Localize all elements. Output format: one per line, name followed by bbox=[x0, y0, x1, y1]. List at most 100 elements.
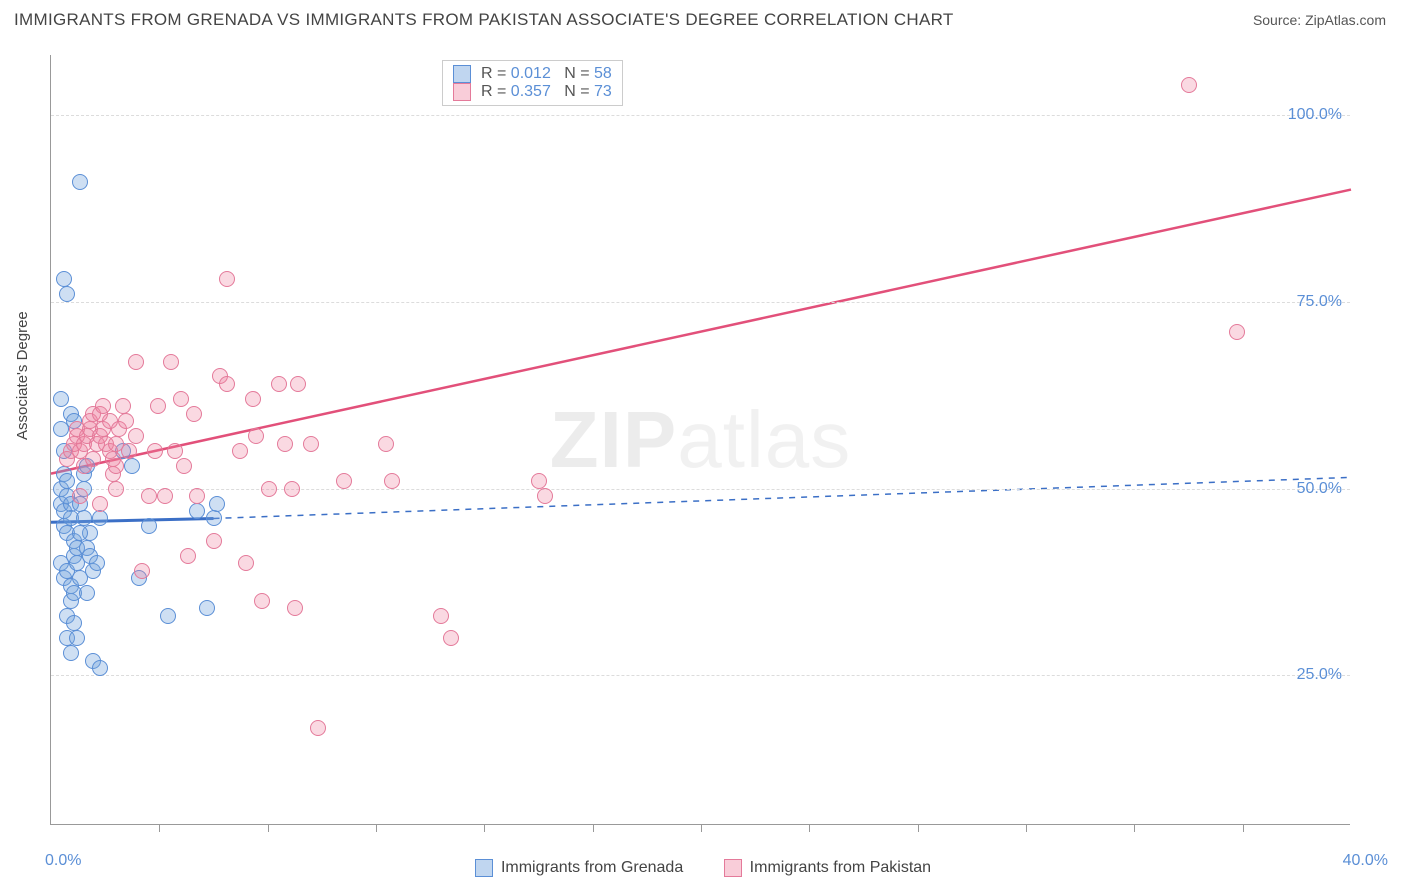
data-point bbox=[92, 510, 108, 526]
data-point bbox=[261, 481, 277, 497]
data-point bbox=[219, 376, 235, 392]
trend-line bbox=[51, 190, 1351, 474]
y-axis-title: Associate's Degree bbox=[14, 311, 31, 440]
data-point bbox=[89, 555, 105, 571]
data-point bbox=[157, 488, 173, 504]
data-point bbox=[76, 510, 92, 526]
data-point bbox=[147, 443, 163, 459]
y-tick-label: 25.0% bbox=[1297, 666, 1342, 684]
data-point bbox=[69, 630, 85, 646]
y-tick-label: 75.0% bbox=[1297, 293, 1342, 311]
series-legend: Immigrants from Grenada Immigrants from … bbox=[0, 859, 1406, 882]
data-point bbox=[63, 645, 79, 661]
data-point bbox=[72, 488, 88, 504]
data-point bbox=[160, 608, 176, 624]
data-point bbox=[271, 376, 287, 392]
x-tick bbox=[1026, 824, 1027, 832]
swatch-pink-icon bbox=[453, 83, 471, 101]
source-attribution: Source: ZipAtlas.com bbox=[1253, 12, 1386, 28]
data-point bbox=[433, 608, 449, 624]
legend-item-pakistan: Immigrants from Pakistan bbox=[724, 859, 931, 877]
data-point bbox=[443, 630, 459, 646]
data-point bbox=[163, 354, 179, 370]
data-point bbox=[66, 615, 82, 631]
gridline bbox=[51, 675, 1350, 676]
data-point bbox=[1229, 324, 1245, 340]
data-point bbox=[141, 518, 157, 534]
chart-title: IMMIGRANTS FROM GRENADA VS IMMIGRANTS FR… bbox=[14, 10, 954, 30]
data-point bbox=[232, 443, 248, 459]
data-point bbox=[1181, 77, 1197, 93]
data-point bbox=[290, 376, 306, 392]
data-point bbox=[189, 488, 205, 504]
data-point bbox=[85, 451, 101, 467]
data-point bbox=[108, 458, 124, 474]
scatter-chart: ZIPatlas 25.0%50.0%75.0%100.0% bbox=[50, 55, 1350, 825]
data-point bbox=[72, 525, 88, 541]
data-point bbox=[303, 436, 319, 452]
swatch-blue-icon bbox=[453, 65, 471, 83]
data-point bbox=[310, 720, 326, 736]
y-tick-label: 100.0% bbox=[1288, 106, 1342, 124]
data-point bbox=[72, 174, 88, 190]
data-point bbox=[150, 398, 166, 414]
data-point bbox=[53, 421, 69, 437]
data-point bbox=[186, 406, 202, 422]
data-point bbox=[277, 436, 293, 452]
x-tick bbox=[484, 824, 485, 832]
gridline bbox=[51, 115, 1350, 116]
legend-item-grenada: Immigrants from Grenada bbox=[475, 859, 683, 877]
trend-lines-layer bbox=[51, 55, 1350, 824]
data-point bbox=[128, 354, 144, 370]
data-point bbox=[173, 391, 189, 407]
x-tick bbox=[809, 824, 810, 832]
data-point bbox=[108, 481, 124, 497]
data-point bbox=[180, 548, 196, 564]
data-point bbox=[531, 473, 547, 489]
data-point bbox=[206, 510, 222, 526]
data-point bbox=[219, 271, 235, 287]
stats-legend: R = 0.012 N = 58 R = 0.357 N = 73 bbox=[442, 60, 623, 106]
x-tick bbox=[918, 824, 919, 832]
stats-row-grenada: R = 0.012 N = 58 bbox=[453, 65, 612, 83]
data-point bbox=[134, 563, 150, 579]
data-point bbox=[124, 458, 140, 474]
data-point bbox=[284, 481, 300, 497]
data-point bbox=[115, 398, 131, 414]
x-tick bbox=[159, 824, 160, 832]
data-point bbox=[176, 458, 192, 474]
data-point bbox=[92, 496, 108, 512]
swatch-pink-icon bbox=[724, 859, 742, 877]
stats-row-pakistan: R = 0.357 N = 73 bbox=[453, 83, 612, 101]
data-point bbox=[95, 398, 111, 414]
gridline bbox=[51, 489, 1350, 490]
data-point bbox=[79, 585, 95, 601]
data-point bbox=[167, 443, 183, 459]
data-point bbox=[141, 488, 157, 504]
data-point bbox=[537, 488, 553, 504]
data-point bbox=[53, 391, 69, 407]
data-point bbox=[199, 600, 215, 616]
data-point bbox=[384, 473, 400, 489]
data-point bbox=[336, 473, 352, 489]
x-tick bbox=[268, 824, 269, 832]
swatch-blue-icon bbox=[475, 859, 493, 877]
data-point bbox=[248, 428, 264, 444]
data-point bbox=[189, 503, 205, 519]
data-point bbox=[121, 443, 137, 459]
x-tick bbox=[376, 824, 377, 832]
x-tick bbox=[1243, 824, 1244, 832]
data-point bbox=[378, 436, 394, 452]
data-point bbox=[245, 391, 261, 407]
data-point bbox=[118, 413, 134, 429]
y-tick-label: 50.0% bbox=[1297, 480, 1342, 498]
data-point bbox=[209, 496, 225, 512]
x-tick bbox=[593, 824, 594, 832]
data-point bbox=[238, 555, 254, 571]
x-tick-label: 0.0% bbox=[45, 852, 81, 870]
data-point bbox=[206, 533, 222, 549]
data-point bbox=[128, 428, 144, 444]
x-tick bbox=[1134, 824, 1135, 832]
x-tick bbox=[701, 824, 702, 832]
data-point bbox=[59, 286, 75, 302]
